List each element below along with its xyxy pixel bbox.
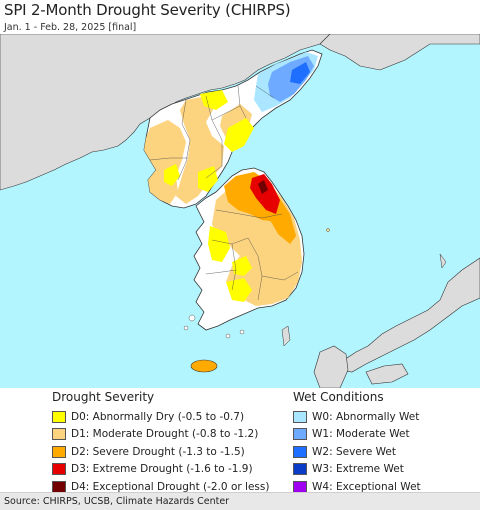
nk-d0-center — [224, 118, 254, 152]
legend-item-d4: D4: Exceptional Drought (-2.0 or less) — [52, 478, 269, 496]
island-s-2 — [239, 329, 245, 335]
w1-swatch — [293, 428, 307, 441]
nk-province-borders — [149, 85, 275, 181]
source-footer: Source: CHIRPS, UCSB, Climate Hazards Ce… — [0, 492, 480, 510]
w4-label: W4: Exceptional Wet — [312, 480, 421, 493]
island-sw-1 — [188, 314, 196, 322]
nk-w2 — [290, 62, 310, 84]
map-subtitle: Jan. 1 - Feb. 28, 2025 [final] — [4, 22, 137, 33]
w0-swatch — [293, 410, 307, 423]
sk-province-borders — [205, 209, 299, 301]
legend: Drought Severity D0: Abnormally Dry (-0.… — [0, 388, 480, 493]
sk-d0-west — [208, 226, 230, 262]
jeju-island — [190, 359, 218, 373]
japan-shikoku — [365, 363, 409, 385]
d2-swatch — [52, 445, 66, 458]
legend-item-w0: W0: Abnormally Wet — [293, 408, 421, 426]
w1-label: W1: Moderate Wet — [312, 428, 410, 441]
w3-label: W3: Extreme Wet — [312, 463, 404, 476]
d1-label: D1: Moderate Drought (-0.8 to -1.2) — [71, 428, 259, 441]
japan-north — [439, 253, 447, 269]
wet-legend: Wet Conditions W0: Abnormally Wet W1: Mo… — [293, 390, 421, 496]
sk-d4 — [258, 180, 268, 194]
sk-d0-south — [226, 278, 252, 302]
nk-d1-west — [144, 120, 186, 204]
d4-swatch — [52, 480, 66, 493]
legend-item-w3: W3: Extreme Wet — [293, 461, 421, 479]
d1-swatch — [52, 428, 66, 441]
wet-legend-heading: Wet Conditions — [293, 390, 384, 404]
w3-swatch — [293, 463, 307, 476]
w2-swatch — [293, 445, 307, 458]
island-sw-2 — [183, 325, 189, 331]
w2-label: W2: Severe Wet — [312, 445, 396, 458]
legend-item-d3: D3: Extreme Drought (-1.6 to -1.9) — [52, 461, 269, 479]
d0-swatch — [52, 410, 66, 423]
d3-label: D3: Extreme Drought (-1.6 to -1.9) — [71, 463, 253, 476]
drought-legend-heading: Drought Severity — [52, 390, 155, 404]
drought-legend: Drought Severity D0: Abnormally Dry (-0.… — [52, 390, 269, 496]
nk-d0-north — [200, 90, 228, 110]
d0-label: D0: Abnormally Dry (-0.5 to -0.7) — [71, 410, 245, 423]
drought-map — [0, 34, 480, 388]
d4-label: D4: Exceptional Drought (-2.0 or less) — [71, 480, 270, 493]
island-s-1 — [225, 333, 231, 339]
w0-label: W0: Abnormally Wet — [312, 410, 420, 423]
map-title: SPI 2-Month Drought Severity (CHIRPS) — [4, 1, 291, 19]
legend-item-d1: D1: Moderate Drought (-0.8 to -1.2) — [52, 426, 269, 444]
tsushima — [281, 325, 291, 347]
japan-kyushu — [313, 345, 349, 388]
nk-d0-west — [164, 164, 180, 186]
russia-landmass — [319, 34, 480, 71]
legend-item-d2: D2: Severe Drought (-1.3 to -1.5) — [52, 443, 269, 461]
ulleungdo — [326, 228, 330, 232]
d2-label: D2: Severe Drought (-1.3 to -1.5) — [71, 445, 245, 458]
d3-swatch — [52, 463, 66, 476]
legend-item-w2: W2: Severe Wet — [293, 443, 421, 461]
legend-item-d0: D0: Abnormally Dry (-0.5 to -0.7) — [52, 408, 269, 426]
sk-d3 — [250, 174, 280, 214]
w4-swatch — [293, 480, 307, 493]
legend-item-w1: W1: Moderate Wet — [293, 426, 421, 444]
sk-d0-east — [232, 256, 252, 276]
